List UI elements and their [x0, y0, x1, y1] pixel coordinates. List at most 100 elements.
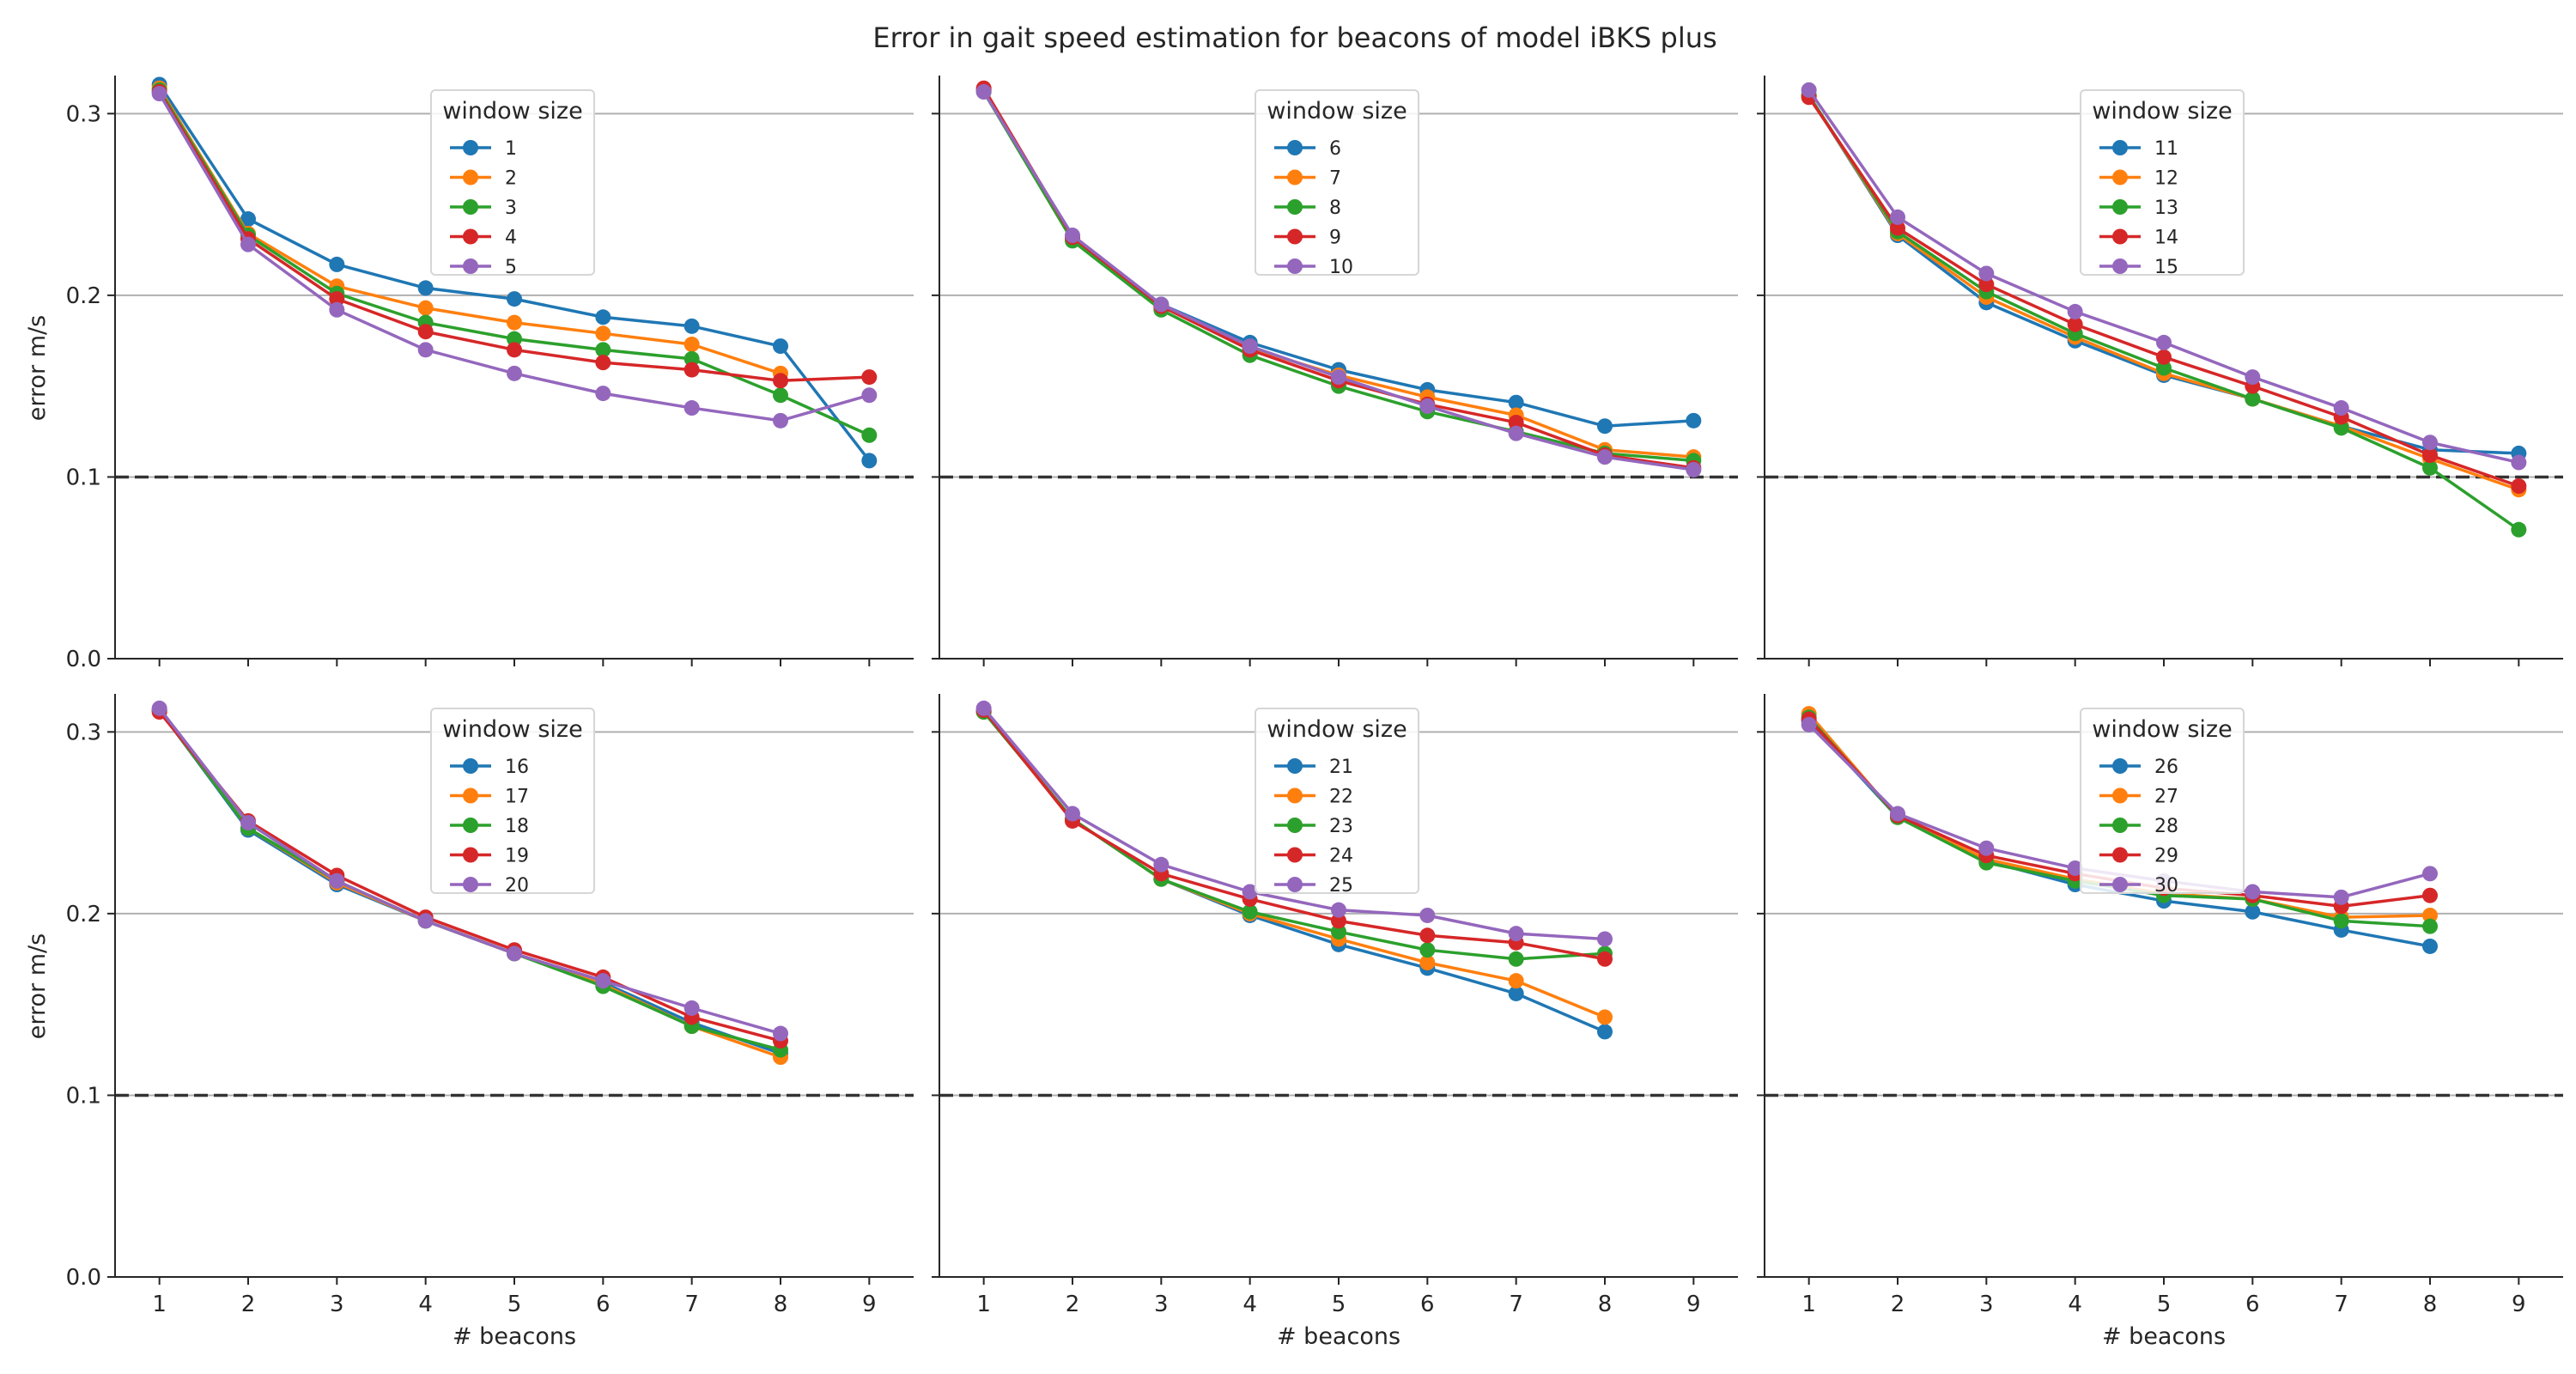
legend-marker — [2112, 199, 2128, 215]
x-tick-label: 3 — [1979, 1292, 1994, 1317]
legend-marker — [1287, 818, 1303, 833]
chart-title: Error in gait speed estimation for beaco… — [872, 21, 1716, 54]
legend-marker — [1287, 228, 1303, 245]
data-point — [2333, 889, 2349, 905]
panel-top-left: 0.0 0.1 0.2 0.3 error m/s window size 1 2 3 4 5 — [24, 76, 914, 672]
legend-entry: 4 — [505, 228, 517, 249]
x-tick-label: 7 — [2334, 1292, 2348, 1317]
data-point — [861, 453, 878, 469]
data-point — [507, 314, 522, 331]
data-point — [861, 427, 878, 443]
data-point — [507, 945, 522, 962]
data-point — [1686, 412, 1702, 429]
legend-title: window size — [1267, 716, 1406, 743]
x-tick-label: 5 — [2157, 1292, 2172, 1317]
data-point — [975, 83, 992, 100]
data-point — [595, 973, 611, 989]
legend-entry: 12 — [2154, 168, 2178, 190]
data-point — [683, 1000, 700, 1016]
legend-title: window size — [442, 716, 582, 743]
data-point — [773, 373, 788, 389]
data-point — [507, 365, 522, 381]
data-point — [1597, 449, 1613, 465]
legend-marker — [2112, 228, 2128, 245]
series-line — [158, 87, 781, 375]
data-point — [1331, 902, 1346, 918]
data-point — [2422, 447, 2438, 464]
y-tick-label: 0.2 — [66, 902, 101, 927]
data-point — [2422, 887, 2438, 903]
legend-marker — [463, 228, 478, 245]
legend-marker — [463, 199, 478, 215]
legend-box — [1255, 89, 1419, 276]
data-point — [683, 362, 700, 378]
x-tick-label: 2 — [241, 1292, 256, 1317]
legend-entry: 26 — [2154, 757, 2178, 778]
x-tick-label: 5 — [1332, 1292, 1346, 1317]
series-line — [982, 708, 1606, 961]
y-tick-label: 0.2 — [66, 283, 101, 309]
legend-entry: 8 — [1329, 198, 1341, 219]
legend-entry: 24 — [1329, 846, 1353, 867]
legend-marker — [1287, 877, 1303, 892]
series-1 — [151, 76, 878, 469]
data-point — [1419, 907, 1436, 923]
data-point — [329, 872, 345, 889]
legend-marker — [463, 847, 478, 863]
x-tick-label: 7 — [684, 1292, 699, 1317]
legend-entry: 14 — [2154, 228, 2178, 249]
data-point — [2333, 913, 2349, 929]
data-point — [1419, 942, 1436, 958]
legend-entry: 16 — [505, 757, 529, 778]
data-point — [2422, 918, 2438, 934]
x-tick-label: 5 — [507, 1292, 522, 1317]
data-point — [773, 387, 788, 404]
data-point — [683, 400, 700, 416]
data-point — [1242, 884, 1258, 900]
x-tick-label: 1 — [1801, 1292, 1816, 1317]
data-point — [595, 309, 611, 325]
legend-marker — [2112, 140, 2128, 155]
legend-marker — [1287, 787, 1303, 804]
data-point — [1978, 277, 1995, 293]
data-point — [151, 700, 167, 716]
legend-marker — [463, 758, 478, 774]
data-point — [1065, 806, 1080, 822]
legend-entry: 21 — [1329, 757, 1353, 778]
legend-box — [430, 89, 595, 276]
data-point — [2511, 454, 2527, 471]
data-point — [1890, 220, 1905, 236]
data-point — [595, 342, 611, 358]
legend: window size 21 22 23 24 25 — [1255, 708, 1419, 897]
legend-box — [2080, 708, 2245, 894]
data-point — [1508, 394, 1524, 410]
y-tick-label: 0.1 — [66, 465, 101, 490]
data-point — [417, 280, 434, 296]
x-tick-label: 4 — [418, 1292, 433, 1317]
legend-entry: 5 — [505, 257, 517, 278]
data-point — [1508, 985, 1524, 1001]
series-15 — [1801, 82, 2527, 471]
data-point — [595, 325, 611, 342]
data-point — [2333, 400, 2349, 416]
data-point — [1508, 951, 1524, 967]
legend-marker — [2112, 787, 2128, 804]
data-point — [975, 700, 992, 716]
x-axis-label: # beacons — [1277, 1323, 1400, 1350]
data-point — [1153, 296, 1170, 313]
data-point — [2422, 435, 2438, 451]
data-point — [773, 338, 788, 355]
legend-marker — [2112, 847, 2128, 863]
legend-entry: 20 — [505, 875, 529, 897]
legend-entry: 22 — [1329, 787, 1353, 808]
data-point — [1508, 973, 1524, 989]
x-tick-label: 4 — [2068, 1292, 2082, 1317]
data-point — [1419, 398, 1436, 414]
data-point — [329, 291, 345, 307]
legend: window size 11 12 13 14 15 — [2080, 89, 2245, 278]
series-line — [158, 710, 781, 1043]
legend: window size 26 27 28 29 30 — [2080, 708, 2245, 897]
legend-marker — [463, 787, 478, 804]
data-point — [2333, 420, 2349, 436]
